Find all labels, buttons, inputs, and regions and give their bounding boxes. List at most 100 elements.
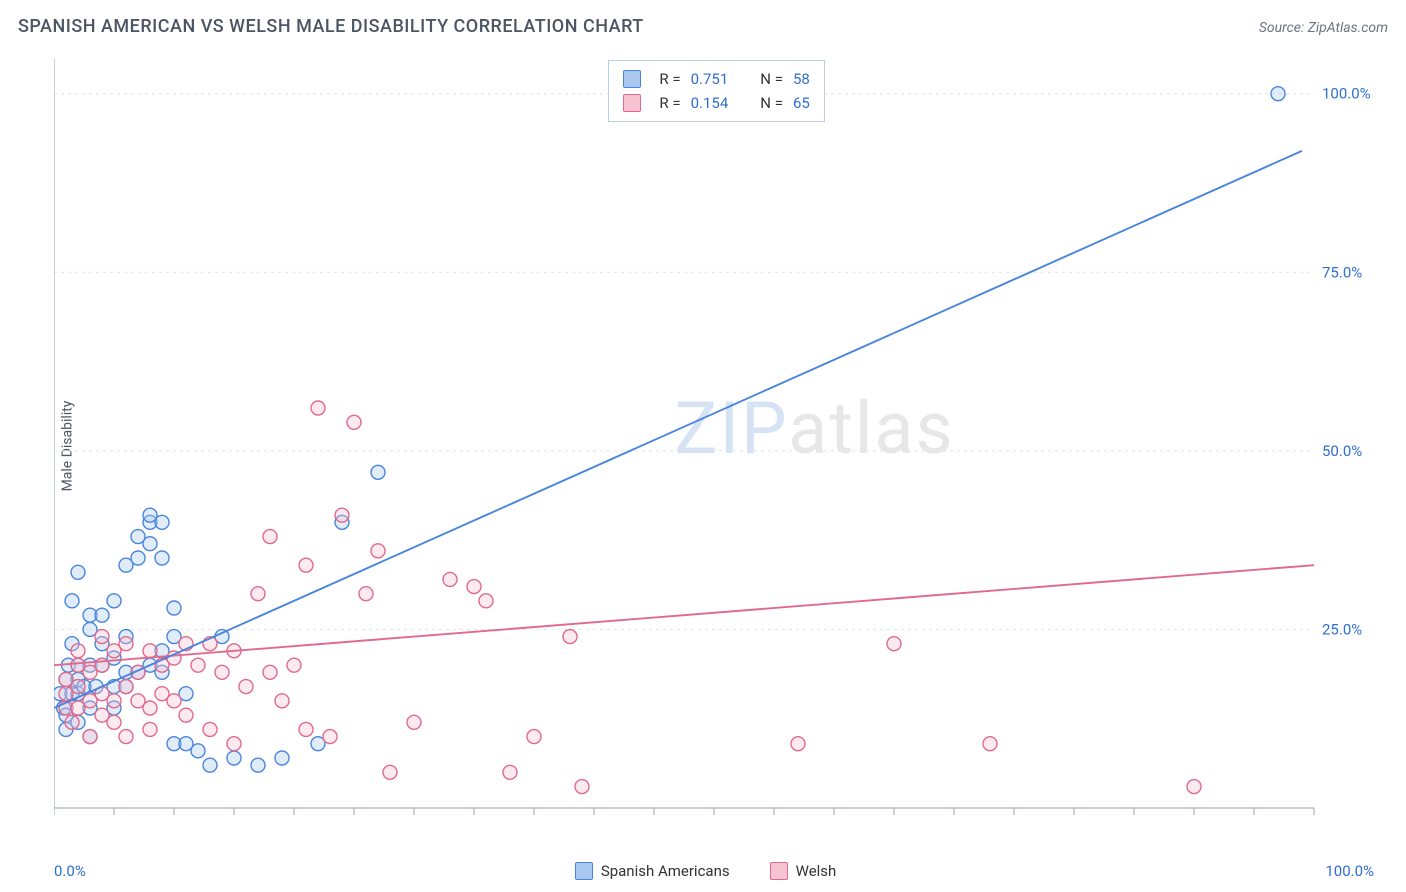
data-point (131, 551, 145, 565)
data-point (335, 508, 349, 522)
data-point (251, 758, 265, 772)
legend-row-welsh: R = 0.154 N = 65 (623, 91, 809, 115)
series-legend: Spanish Americans Welsh (86, 862, 1326, 880)
trend-line-spanish_americans (54, 151, 1302, 708)
data-point (107, 715, 121, 729)
data-point (299, 558, 313, 572)
bottom-legend-label: Welsh (796, 862, 837, 880)
data-point (287, 658, 301, 672)
x-tick-max: 100.0% (1325, 862, 1374, 880)
data-point (215, 665, 229, 679)
y-tick-label: 100.0% (1322, 85, 1371, 103)
data-point (479, 594, 493, 608)
legend-row-spanish_americans: R = 0.751 N = 58 (623, 67, 809, 91)
data-point (467, 580, 481, 594)
data-point (503, 765, 517, 779)
x-tick-min: 0.0% (54, 862, 86, 880)
data-point (95, 608, 109, 622)
bottom-legend-label: Spanish Americans (601, 862, 730, 880)
legend-swatch (770, 862, 788, 880)
data-point (191, 744, 205, 758)
source-prefix: Source: (1259, 20, 1308, 36)
data-point (347, 415, 361, 429)
data-point (1187, 780, 1201, 794)
y-tick-label: 75.0% (1322, 263, 1362, 281)
chart-title: SPANISH AMERICAN VS WELSH MALE DISABILIT… (18, 16, 644, 37)
legend-r-value: 0.154 (691, 91, 729, 115)
data-point (527, 730, 541, 744)
correlation-legend: R = 0.751 N = 58 R = 0.154 N = 65 (608, 60, 824, 122)
data-point (371, 465, 385, 479)
title-bar: SPANISH AMERICAN VS WELSH MALE DISABILIT… (18, 16, 1388, 37)
data-point (119, 680, 133, 694)
data-point (227, 737, 241, 751)
data-point (443, 572, 457, 586)
data-point (383, 765, 397, 779)
data-point (71, 565, 85, 579)
bottom-legend-item: Spanish Americans (575, 862, 730, 880)
data-point (143, 701, 157, 715)
y-tick-label: 25.0% (1322, 620, 1362, 638)
watermark: ZIPatlas (674, 386, 954, 471)
y-tick-label: 50.0% (1322, 442, 1362, 460)
data-point (155, 551, 169, 565)
data-point (311, 401, 325, 415)
data-point (191, 658, 205, 672)
data-point (71, 680, 85, 694)
data-point (227, 751, 241, 765)
series-welsh (59, 401, 1201, 794)
legend-r-label: R = (659, 67, 680, 91)
data-point (107, 694, 121, 708)
data-point (359, 587, 373, 601)
data-point (143, 537, 157, 551)
data-point (179, 708, 193, 722)
scatter-chart: 25.0% 50.0% 75.0% 100.0% ZIPatlas (54, 58, 1374, 818)
data-point (1271, 87, 1285, 101)
data-point (119, 637, 133, 651)
data-point (791, 737, 805, 751)
x-axis-row: 0.0% Spanish Americans Welsh 100.0% (54, 862, 1374, 880)
data-point (371, 544, 385, 558)
data-point (275, 694, 289, 708)
data-point (155, 515, 169, 529)
plot-area: 25.0% 50.0% 75.0% 100.0% ZIPatlas R = 0.751 N… (54, 58, 1374, 818)
legend-swatch (623, 70, 641, 88)
legend-n-value: 65 (793, 91, 810, 115)
data-point (65, 715, 79, 729)
data-point (563, 630, 577, 644)
data-point (143, 722, 157, 736)
data-point (575, 780, 589, 794)
data-point (167, 601, 181, 615)
data-point (167, 694, 181, 708)
data-point (299, 722, 313, 736)
data-point (95, 630, 109, 644)
data-point (407, 715, 421, 729)
trend-line-welsh (54, 565, 1314, 665)
data-point (263, 530, 277, 544)
data-point (119, 730, 133, 744)
series-spanish_americans (54, 87, 1285, 772)
legend-r-value: 0.751 (691, 67, 729, 91)
source-name: ZipAtlas.com (1308, 20, 1388, 36)
legend-n-label: N = (760, 67, 783, 91)
legend-r-label: R = (659, 91, 680, 115)
bottom-legend-item: Welsh (770, 862, 837, 880)
data-point (239, 680, 253, 694)
data-point (275, 751, 289, 765)
data-point (107, 594, 121, 608)
data-point (263, 665, 277, 679)
data-point (251, 587, 265, 601)
data-point (143, 644, 157, 658)
data-point (203, 758, 217, 772)
data-point (323, 730, 337, 744)
data-point (887, 637, 901, 651)
data-point (71, 644, 85, 658)
data-point (83, 730, 97, 744)
legend-n-label: N = (760, 91, 783, 115)
source-label: Source: ZipAtlas.com (1259, 20, 1388, 36)
legend-n-value: 58 (793, 67, 810, 91)
data-point (983, 737, 997, 751)
legend-swatch (575, 862, 593, 880)
data-point (203, 722, 217, 736)
legend-swatch (623, 94, 641, 112)
